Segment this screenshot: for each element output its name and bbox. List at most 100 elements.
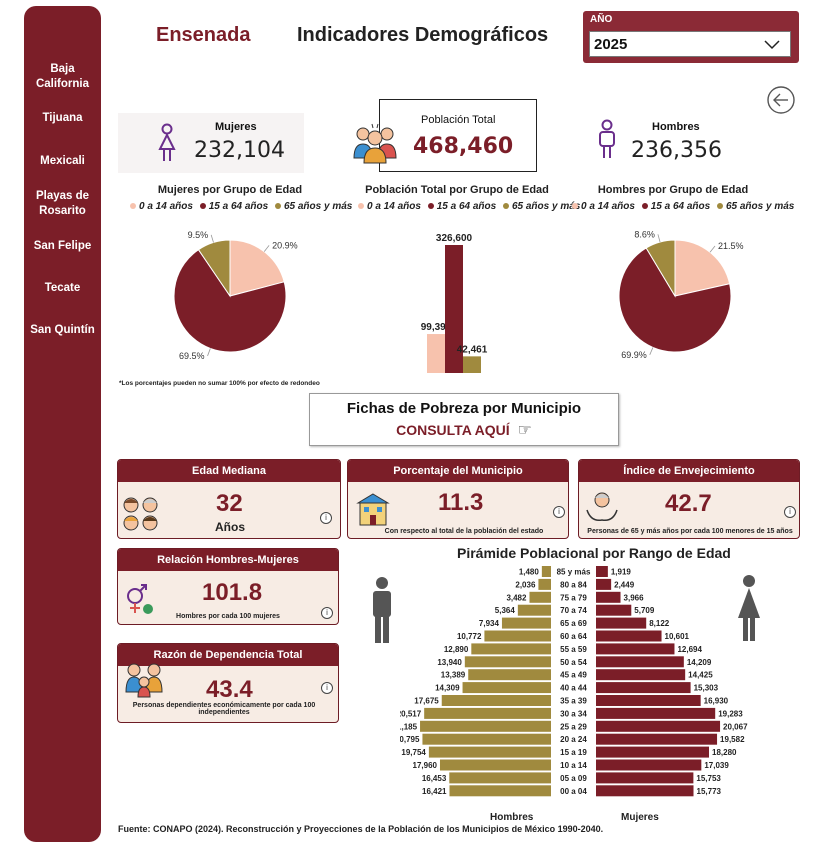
pobreza-link-button[interactable]: Fichas de Pobreza por Municipio CONSULTA… [309,393,619,446]
rounding-note: *Los porcentajes pueden no sumar 100% po… [119,380,320,387]
pyramid-age-label: 85 y más [557,568,591,577]
legend-label: 65 años y más [725,201,795,212]
pyramid-bar-mujeres [596,630,662,642]
card-dependencia-note-line: Personas dependientes económicamente por… [132,702,316,709]
pyramid-value-mujeres: 2,449 [614,580,635,589]
card-relacion-value: 101.8 [202,579,263,606]
pyramid-bar-mujeres [596,656,684,668]
man-icon [599,119,615,158]
pyramid-bar-hombres [501,617,551,629]
man-silhouette-icon [373,577,391,643]
card-envejecimiento-title: Índice de Envejecimiento [579,460,799,482]
sidebar-item-baja-california[interactable]: Baja California [24,62,101,92]
legend-dot [274,203,281,210]
pyramid-value-hombres: 21,185 [400,722,418,731]
building-icon [356,493,390,526]
back-arrow-icon[interactable] [766,85,796,115]
kpi-hombres: Hombres 236,356 [590,113,776,173]
pyramid-bar-mujeres [596,720,721,732]
pyramid-title: Pirámide Poblacional por Rango de Edad [457,545,731,561]
bar-chart-total: 99,399 326,600 42,461 [421,233,488,373]
pyramid-value-hombres: 20,795 [400,735,420,744]
sidebar-item-mexicali[interactable]: Mexicali [24,154,101,169]
pyramid-age-label: 30 a 34 [560,709,587,718]
card-porcentaje-note: Con respecto al total de la población de… [384,528,544,535]
info-icon[interactable]: i [321,682,333,694]
sidebar-item-tijuana[interactable]: Tijuana [24,111,101,126]
legend-label: 15 a 64 años [650,201,711,212]
pyramid-bar-hombres [517,604,551,616]
legend-dot [572,203,578,210]
kpi-mujeres-value: 232,104 [194,138,285,163]
pyramid-bar-hombres [468,669,551,681]
pyramid-bar-hombres [529,591,551,603]
legend-mujeres: 0 a 14 años 15 a 64 años 65 años y más [130,201,352,212]
info-icon[interactable]: i [320,512,332,524]
pyramid-value-hombres: 19,754 [401,748,426,757]
pyramid-bar-hombres [541,566,551,577]
pyramid-value-hombres: 13,389 [441,671,466,680]
family-icon [125,663,163,698]
info-icon[interactable]: i [784,506,796,518]
pyramid-value-mujeres: 14,209 [687,658,712,667]
pyramid-bar-hombres [484,630,551,642]
sidebar-item-tecate[interactable]: Tecate [24,281,101,296]
pointing-hand-icon: ☞ [517,422,532,439]
card-porcentaje-title: Porcentaje del Municipio [348,460,568,482]
legend-dot [199,203,206,210]
pie-mujeres-title: Mujeres por Grupo de Edad [157,184,303,196]
source-footer: Fuente: CONAPO (2024). Reconstrucción y … [118,824,604,834]
legend-hombres: 0 a 14 años 15 a 64 años 65 años y más [572,201,794,212]
pyramid-bar-mujeres [596,643,675,655]
sidebar-item-san-quintin[interactable]: San Quintín [24,323,101,338]
legend-label: 0 a 14 años [139,201,193,212]
pie-mujeres-slice [197,239,231,298]
legend-dot [502,203,509,210]
kpi-mujeres: Mujeres 232,104 [118,113,304,173]
pyramid-bar-hombres [424,707,551,719]
pie-hombres-leader-line [657,234,661,243]
sidebar-item-label: Tecate [44,282,81,294]
year-select[interactable]: 2025 [589,31,791,57]
pyramid-bar-mujeres [596,733,718,745]
pyramid-value-hombres: 5,364 [495,606,516,615]
pyramid-value-mujeres: 12,694 [677,645,702,654]
year-select-value: 2025 [594,36,628,53]
pyramid-series-mujeres: Mujeres [621,812,659,823]
pyramid-age-label: 20 a 24 [560,735,587,744]
sidebar-item-playas-de-rosarito[interactable]: Playas de Rosarito [24,189,101,219]
kpi-hombres-label: Hombres [652,121,700,133]
pyramid-age-label: 80 a 84 [560,580,587,589]
pobreza-title: Fichas de Pobreza por Municipio [346,400,582,417]
pyramid-value-mujeres: 10,601 [665,632,690,641]
pyramid-age-label: 05 a 09 [560,774,587,783]
pyramid-age-label: 50 a 54 [560,658,587,667]
pie-mujeres-slice-label: 69.5% [179,351,205,361]
year-filter-label: AÑO [590,14,613,25]
card-edad-mediana-title: Edad Mediana [118,460,340,482]
info-icon[interactable]: i [321,607,333,619]
pie-mujeres-slice-label: 20.9% [272,240,298,250]
elderly-hands-icon [586,492,618,522]
sidebar-item-san-felipe[interactable]: San Felipe [24,239,101,254]
card-dependencia-note: Personas dependientes económicamente por… [124,702,324,716]
card-dependencia-note-line: independientes [198,709,250,716]
gender-symbols-icon [127,584,153,614]
pie-mujeres-leader-line [207,348,211,357]
pyramid-age-label: 60 a 64 [560,632,587,641]
pyramid-bar-mujeres [596,785,694,797]
sidebar-item-label: San Quintín [30,324,95,336]
info-icon[interactable]: i [553,506,565,518]
card-edad-mediana-unit: Años [215,520,245,534]
legend-label: 15 a 64 años [436,201,497,212]
pyramid-bar-hombres [462,682,551,694]
sidebar-item-label: Tijuana [42,112,83,124]
pie-mujeres-leader-line [263,245,270,252]
pie-chart-hombres: 21.5% 69.9% 8.6% [618,229,744,360]
pie-hombres-slice-label: 69.9% [621,350,647,360]
pyramid-bar-mujeres [596,772,694,784]
card-porcentaje-value: 11.3 [438,489,484,516]
pyramid-age-label: 10 a 14 [560,761,587,770]
card-porcentaje: Porcentaje del Municipio 11.3 Con respec… [347,459,569,539]
pyramid-value-mujeres: 16,930 [704,697,729,706]
